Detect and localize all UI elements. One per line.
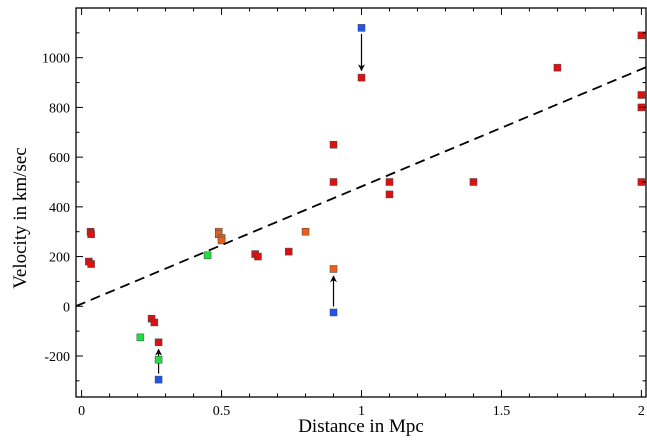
data-point — [87, 230, 95, 238]
y-tick-label: 0 — [63, 300, 70, 315]
data-point — [203, 251, 212, 260]
arrows — [155, 33, 365, 374]
data-point — [301, 227, 310, 236]
data-point — [284, 247, 293, 256]
y-tick-label: 600 — [49, 151, 70, 166]
data-point — [217, 236, 226, 245]
x-tick-label: 2 — [638, 404, 645, 419]
y-tick-label: 800 — [49, 101, 70, 116]
y-tick-label: 1000 — [42, 52, 70, 67]
data-point — [357, 73, 366, 82]
data-points — [85, 24, 646, 384]
data-point — [154, 338, 163, 347]
data-point — [150, 318, 159, 327]
data-point — [87, 260, 95, 268]
data-point — [385, 190, 394, 199]
data-point — [637, 91, 646, 99]
data-point — [357, 24, 366, 32]
data-point — [136, 333, 145, 342]
data-point — [329, 178, 338, 186]
y-tick-label: 400 — [49, 201, 70, 216]
data-point — [385, 178, 394, 186]
data-point — [154, 375, 163, 384]
data-point — [637, 31, 646, 40]
data-point — [553, 63, 562, 72]
data-point — [329, 308, 338, 317]
axis-ticks: 0 0.5 1 1.5 2 -200 0 200 400 600 800 1000 — [42, 7, 646, 419]
data-point — [329, 265, 338, 273]
fit-line — [75, 65, 647, 307]
y-tick-label: -200 — [44, 350, 70, 365]
x-tick-label: 0.5 — [213, 404, 231, 419]
x-axis-title: Distance in Mpc — [298, 416, 424, 437]
y-tick-label: 200 — [49, 251, 70, 266]
data-point — [469, 178, 478, 186]
x-tick-label: 1 — [358, 404, 365, 419]
x-tick-label: 0 — [78, 404, 85, 419]
y-axis-title: Velocity in km/sec — [10, 147, 31, 288]
data-point — [254, 252, 262, 261]
data-point — [329, 140, 338, 149]
x-tick-label: 1.5 — [493, 404, 511, 419]
data-point — [154, 355, 163, 364]
